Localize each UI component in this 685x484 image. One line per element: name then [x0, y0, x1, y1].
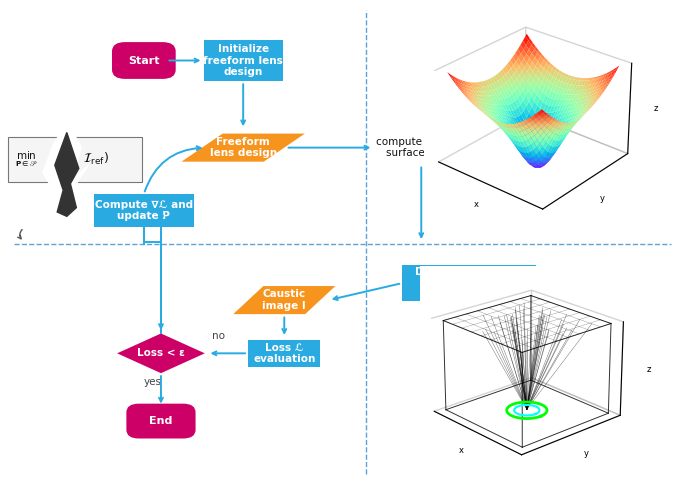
Text: Initialize
freeform lens
design: Initialize freeform lens design [203, 44, 283, 77]
Text: $\underset{\mathbf{P}\in\mathscr{P}}{\min}$: $\underset{\mathbf{P}\in\mathscr{P}}{\mi… [15, 150, 38, 169]
FancyBboxPatch shape [95, 194, 193, 227]
Text: Loss ℒ
evaluation: Loss ℒ evaluation [253, 343, 316, 364]
Polygon shape [233, 286, 336, 314]
Text: End: End [149, 416, 173, 426]
Text: Start: Start [128, 56, 160, 65]
Text: compute B-spline
surface mesh: compute B-spline surface mesh [375, 137, 467, 158]
X-axis label: x: x [459, 446, 464, 455]
Text: Compute ∇ℒ and
update P: Compute ∇ℒ and update P [95, 200, 193, 221]
FancyBboxPatch shape [126, 404, 196, 439]
Text: Caustic
image I: Caustic image I [262, 289, 306, 311]
Text: Loss < ε: Loss < ε [137, 348, 185, 358]
FancyBboxPatch shape [402, 265, 536, 301]
Text: Differentiable ray-
tracing + image
reconstruction: Differentiable ray- tracing + image reco… [415, 267, 523, 300]
Text: Freeform
lens design: Freeform lens design [210, 137, 277, 158]
Polygon shape [182, 134, 305, 162]
Text: no: no [212, 331, 225, 341]
Y-axis label: y: y [599, 195, 604, 203]
FancyBboxPatch shape [248, 340, 320, 367]
Polygon shape [42, 121, 88, 221]
X-axis label: x: x [473, 200, 479, 210]
Polygon shape [117, 333, 205, 373]
Polygon shape [55, 133, 79, 216]
Text: yes: yes [144, 377, 162, 387]
FancyBboxPatch shape [112, 42, 175, 79]
Text: $\mathscr{L}(\mathbf{P},\,\mathcal{I}_{\rm ref})$: $\mathscr{L}(\mathbf{P},\,\mathcal{I}_{\… [49, 151, 109, 167]
FancyBboxPatch shape [8, 137, 142, 182]
FancyBboxPatch shape [204, 40, 282, 81]
Y-axis label: y: y [584, 449, 588, 458]
